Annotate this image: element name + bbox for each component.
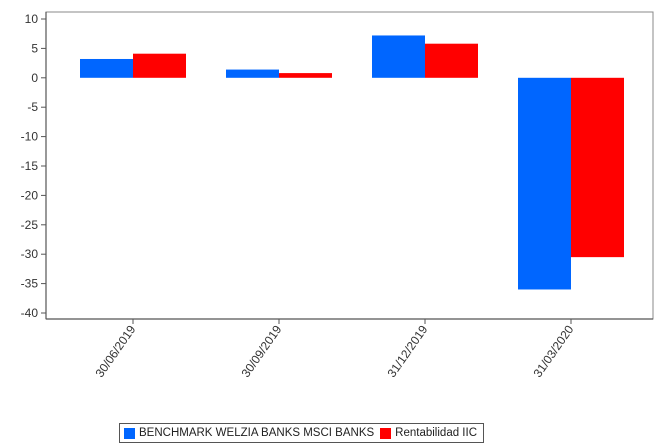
legend-swatch-benchmark	[124, 427, 135, 439]
bar-rentabilidad-3	[571, 77, 624, 258]
bar-benchmark-0	[80, 58, 133, 78]
legend-swatch-rentabilidad	[380, 427, 392, 439]
x-tick-label: 30/09/2019	[239, 322, 285, 379]
legend-item-benchmark: BENCHMARK WELZIA BANKS MSCI BANKS	[124, 427, 374, 439]
bars	[80, 35, 624, 290]
bar-rentabilidad-0	[133, 53, 186, 78]
y-tick-label: 10	[25, 12, 39, 26]
y-tick-label: -20	[21, 188, 39, 202]
x-tick-label: 31/03/2020	[531, 322, 577, 379]
legend-label-rentabilidad: Rentabilidad IIC	[395, 427, 477, 439]
bar-benchmark-3	[518, 77, 571, 290]
bar-rentabilidad-2	[425, 43, 478, 78]
x-tick-label: 30/06/2019	[93, 322, 139, 379]
y-tick-label: -40	[21, 306, 39, 320]
y-tick-label: -10	[21, 130, 39, 144]
y-tick-label: 0	[31, 71, 38, 85]
bar-rentabilidad-1	[279, 73, 332, 78]
x-axis: 30/06/2019 30/09/2019 31/12/2019 31/03/2020	[93, 319, 577, 380]
x-tick-label: 31/12/2019	[385, 322, 431, 379]
legend-item-rentabilidad: Rentabilidad IIC	[380, 427, 477, 439]
y-tick-label: -15	[21, 159, 39, 173]
bar-benchmark-2	[372, 35, 425, 78]
bar-benchmark-1	[226, 69, 279, 78]
y-tick-label: -30	[21, 247, 39, 261]
y-tick-label: 5	[31, 41, 38, 55]
y-tick-label: -5	[27, 100, 38, 114]
legend: BENCHMARK WELZIA BANKS MSCI BANKS Rentab…	[119, 423, 484, 443]
legend-label-benchmark: BENCHMARK WELZIA BANKS MSCI BANKS	[139, 427, 375, 439]
y-tick-label: -25	[21, 218, 39, 232]
y-axis: 10 5 0 -5 -10 -15 -20 -25 -30 -35 -40	[21, 12, 46, 320]
y-tick-label: -35	[21, 277, 39, 291]
